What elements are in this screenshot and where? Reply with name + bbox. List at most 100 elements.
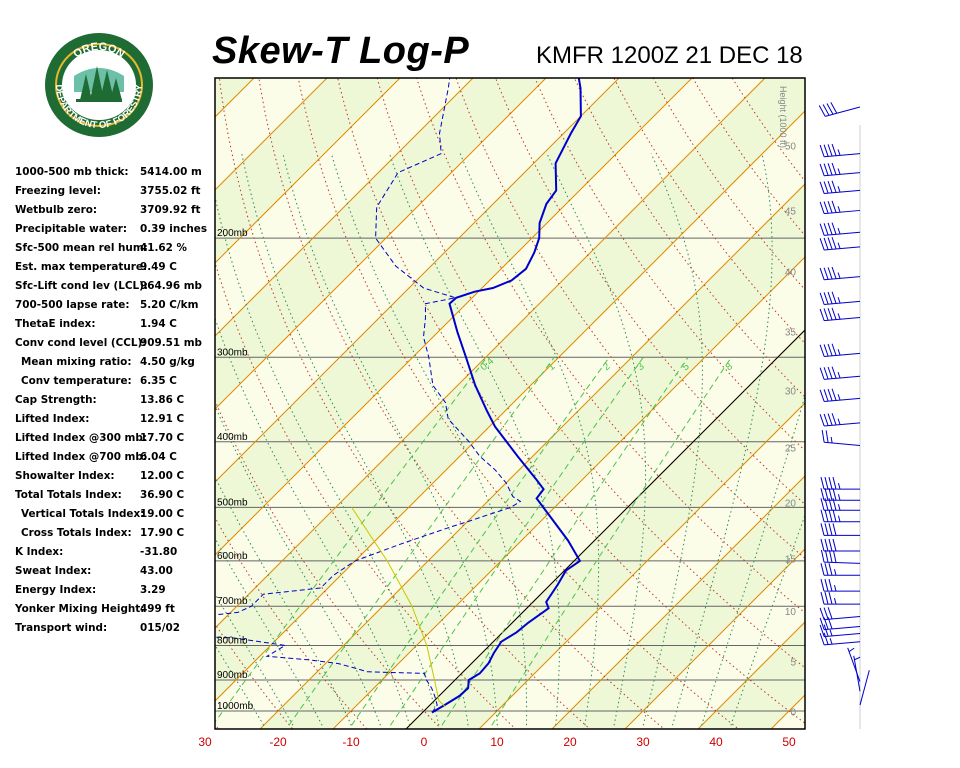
wind-barb-staff bbox=[847, 647, 861, 682]
index-row: Energy Index: 3.29 bbox=[15, 584, 215, 603]
pressure-label: 900mb bbox=[217, 670, 248, 681]
wind-barb bbox=[821, 430, 861, 446]
wind-barb-half-feather bbox=[837, 371, 841, 379]
wind-barb-staff bbox=[824, 616, 861, 621]
isotherm-line bbox=[215, 78, 620, 483]
index-label: Sweat Index: bbox=[15, 565, 92, 577]
wind-barb-half-feather bbox=[837, 206, 841, 213]
wind-barb-feather bbox=[831, 180, 837, 193]
x-tick-label: 40 bbox=[709, 735, 723, 749]
wind-barb bbox=[820, 477, 860, 490]
index-value: 5.20 C/km bbox=[140, 299, 199, 311]
wind-barb-feather bbox=[823, 607, 829, 620]
logo-gold-ring bbox=[55, 43, 143, 127]
wind-barb bbox=[859, 670, 870, 706]
wind-barb bbox=[819, 624, 861, 638]
isotherm-line bbox=[215, 78, 401, 264]
wind-barb bbox=[820, 579, 860, 592]
isotherm-line bbox=[0, 35, 151, 740]
index-label: Precipitable water: bbox=[15, 223, 128, 235]
wind-barb bbox=[820, 509, 860, 523]
wind-barb-staff bbox=[824, 352, 861, 357]
wind-barb-feather bbox=[827, 180, 833, 194]
wind-barb-feather bbox=[823, 389, 829, 402]
wind-barb-staff bbox=[824, 561, 861, 564]
wind-barb bbox=[820, 523, 860, 536]
moist-adiabat bbox=[241, 153, 469, 726]
height-tick-label: 30 bbox=[785, 387, 797, 398]
dewpoint-profile-line bbox=[215, 78, 522, 713]
moist-adiabat bbox=[459, 153, 600, 726]
index-row: Conv temperature: 6.35 C bbox=[15, 375, 215, 394]
wind-barb-feather bbox=[828, 509, 833, 522]
wind-barb-feather bbox=[824, 563, 829, 576]
pressure-label: 800mb bbox=[217, 635, 248, 646]
wind-barb-half-feather bbox=[848, 647, 855, 653]
wind-barb-feather bbox=[823, 367, 829, 380]
wind-barb-feather bbox=[823, 201, 829, 214]
chart-subtitle: KMFR 1200Z 21 DEC 18 bbox=[536, 42, 803, 69]
wind-barb-feather bbox=[827, 291, 833, 304]
height-tick-label: 10 bbox=[785, 607, 797, 618]
wind-barb-feather bbox=[831, 266, 837, 279]
wind-barb-feather bbox=[819, 633, 825, 646]
height-tick-label: 35 bbox=[785, 328, 797, 339]
temperature-profile-line bbox=[431, 78, 582, 714]
isotherm-line bbox=[0, 35, 78, 740]
x-tick-label: -10 bbox=[342, 735, 360, 749]
wind-barb-feather bbox=[823, 163, 829, 176]
wind-barb-feather bbox=[820, 477, 825, 490]
isotherm-line bbox=[215, 110, 805, 702]
plot-frame bbox=[214, 77, 806, 730]
index-value: 6.35 C bbox=[140, 375, 177, 387]
wind-barb-feather bbox=[820, 549, 825, 563]
wind-barb-feather bbox=[831, 388, 837, 401]
wind-barb-feather bbox=[820, 523, 825, 536]
wind-barb-half-feather bbox=[834, 569, 837, 576]
mixing-ratio-line bbox=[215, 356, 488, 723]
wind-barb-feather bbox=[824, 477, 829, 490]
height-tick-label: 15 bbox=[785, 554, 797, 565]
index-row: Cross Totals Index: 17.90 C bbox=[15, 527, 215, 546]
index-value: 12.00 C bbox=[140, 470, 185, 482]
wind-barb-feather bbox=[831, 343, 837, 356]
height-tick-label: 45 bbox=[785, 206, 797, 217]
wind-barb-feather bbox=[830, 102, 838, 114]
wind-barb bbox=[819, 413, 861, 427]
wind-barb-feather bbox=[831, 143, 837, 156]
wind-barb-feather bbox=[818, 105, 826, 117]
wind-barb-feather bbox=[827, 144, 833, 157]
wind-barb-staff bbox=[824, 300, 861, 305]
wind-barb-feather bbox=[819, 223, 825, 236]
x-tick-label: -20 bbox=[269, 735, 287, 749]
x-tick-label: 10 bbox=[490, 735, 504, 749]
index-row: Precipitable water: 0.39 inches bbox=[15, 223, 215, 242]
wind-barb-feather bbox=[819, 389, 825, 402]
isotherm-band bbox=[0, 35, 224, 740]
wind-barb-feather bbox=[832, 477, 837, 490]
wind-barb-feather bbox=[819, 607, 825, 620]
wind-barb-feather bbox=[832, 509, 837, 522]
wind-barb-half-feather bbox=[838, 494, 841, 501]
index-row: Sweat Index: 43.00 bbox=[15, 565, 215, 584]
index-value: 3709.92 ft bbox=[140, 204, 201, 216]
index-value: 1.94 C bbox=[140, 318, 177, 330]
wind-barb-feather bbox=[827, 222, 833, 235]
wind-barb-feather bbox=[828, 563, 833, 576]
index-label: K Index: bbox=[15, 546, 64, 558]
wind-barb-feather bbox=[823, 267, 829, 280]
moist-adiabat bbox=[215, 404, 381, 726]
index-row: Vertical Totals Index: 19.00 C bbox=[15, 508, 215, 527]
moist-adiabat bbox=[546, 153, 646, 726]
x-tick-label: 50 bbox=[782, 735, 796, 749]
pressure-label: 200mb bbox=[217, 228, 248, 239]
freezing-isotherm bbox=[405, 329, 805, 729]
index-value: -31.80 bbox=[140, 546, 178, 558]
wind-barb-staff bbox=[824, 276, 861, 281]
height-tick-label: 50 bbox=[785, 142, 797, 153]
wind-barb-feather bbox=[831, 413, 837, 426]
wind-barb-feather bbox=[819, 624, 825, 637]
wind-barb bbox=[819, 607, 861, 621]
wind-barb bbox=[847, 647, 861, 682]
wind-barb-feather bbox=[831, 200, 837, 213]
